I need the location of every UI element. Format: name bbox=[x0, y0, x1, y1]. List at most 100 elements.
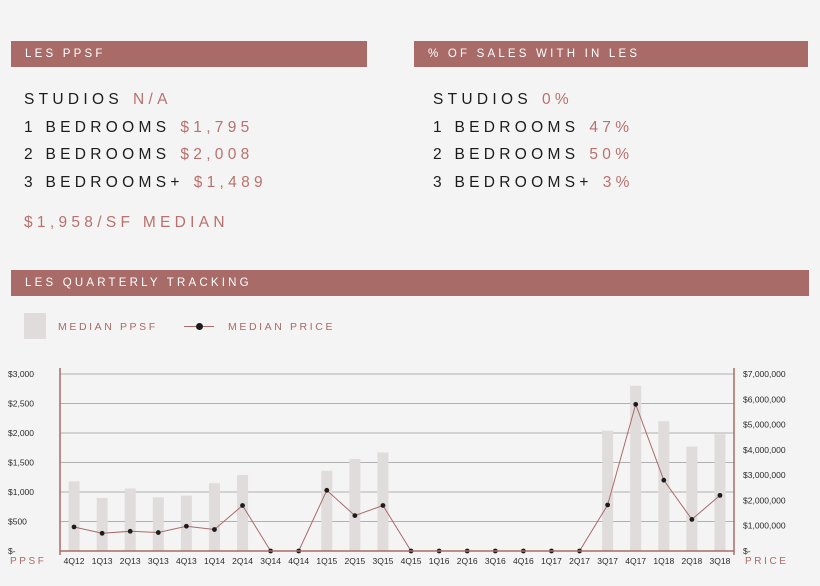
x-tick-label: 2Q18 bbox=[681, 556, 702, 566]
sales-row-studios: STUDIOS 0% bbox=[433, 91, 573, 109]
ppsf-bar bbox=[124, 488, 136, 551]
y-left-tick-label: $500 bbox=[8, 517, 27, 527]
y-left-tick-label: $2,500 bbox=[8, 399, 34, 409]
ppsf-bar bbox=[96, 497, 108, 551]
price-point bbox=[633, 401, 639, 407]
y-left-tick-label: $2,000 bbox=[8, 428, 34, 438]
x-tick-label: 1Q13 bbox=[92, 556, 113, 566]
y-right-tick-label: $1,000,000 bbox=[743, 521, 786, 531]
ppsf-bar bbox=[208, 483, 220, 551]
price-point bbox=[127, 528, 133, 534]
x-tick-label: 4Q14 bbox=[288, 556, 309, 566]
row-value: 50% bbox=[589, 146, 634, 163]
price-point bbox=[689, 516, 695, 522]
row-label: 1 BEDROOMS bbox=[433, 119, 580, 136]
y-right-tick-label: $6,000,000 bbox=[743, 394, 786, 404]
quarterly-tracking-chart: $- $500 $1,000 $1,500 $2,000 $2,500 $3,000 $- $1… bbox=[8, 368, 789, 567]
x-tick-label: 2Q14 bbox=[232, 556, 253, 566]
ppsf-bar bbox=[152, 497, 164, 551]
ppsf-row-2br: 2 BEDROOMS $2,008 bbox=[24, 146, 254, 164]
sales-row-1br: 1 BEDROOMS 47% bbox=[433, 119, 633, 137]
x-tick-label: 3Q17 bbox=[597, 556, 618, 566]
y-left-tick-label: $3,000 bbox=[8, 369, 34, 379]
x-tick-label: 4Q16 bbox=[513, 556, 534, 566]
ppsf-bar bbox=[714, 434, 726, 551]
x-tick-label: 4Q15 bbox=[401, 556, 422, 566]
sales-header: % OF SALES WITH IN LES bbox=[414, 41, 808, 67]
x-tick-label: 3Q14 bbox=[260, 556, 281, 566]
price-point bbox=[99, 530, 105, 536]
row-label: 1 BEDROOMS bbox=[24, 119, 171, 136]
legend-label-ppsf: MEDIAN PPSF bbox=[58, 321, 158, 333]
ppsf-row-3br: 3 BEDROOMS+ $1,489 bbox=[24, 174, 267, 192]
x-tick-label: 4Q13 bbox=[176, 556, 197, 566]
x-tick-label: 3Q13 bbox=[148, 556, 169, 566]
y-left-tick-label: $1,500 bbox=[8, 458, 34, 468]
legend-swatch-ppsf bbox=[24, 313, 46, 339]
price-point bbox=[183, 523, 189, 529]
price-point bbox=[71, 524, 77, 530]
ppsf-bar bbox=[602, 430, 614, 551]
ppsf-header: LES PPSF bbox=[11, 41, 367, 67]
row-value: 3% bbox=[602, 174, 634, 191]
x-tick-label: 2Q13 bbox=[120, 556, 141, 566]
legend-label-price: MEDIAN PRICE bbox=[228, 321, 336, 333]
price-point bbox=[380, 503, 386, 508]
sales-row-3br: 3 BEDROOMS+ 3% bbox=[433, 174, 634, 192]
x-tick-label: 4Q12 bbox=[64, 556, 85, 566]
ppsf-row-studios: STUDIOS N/A bbox=[24, 91, 172, 109]
row-value: 0% bbox=[542, 91, 574, 108]
x-tick-label: 1Q15 bbox=[316, 556, 337, 566]
x-tick-label: 3Q16 bbox=[485, 556, 506, 566]
ppsf-bars bbox=[68, 385, 726, 551]
row-label: STUDIOS bbox=[433, 91, 532, 108]
legend-dot-price bbox=[196, 323, 203, 330]
row-label: 2 BEDROOMS bbox=[433, 146, 580, 163]
x-tick-label: 1Q14 bbox=[204, 556, 225, 566]
row-value: $1,489 bbox=[193, 174, 267, 191]
row-value: N/A bbox=[133, 91, 172, 108]
price-point bbox=[212, 527, 217, 532]
x-tick-label: 2Q15 bbox=[344, 556, 365, 566]
price-points bbox=[71, 401, 723, 554]
ppsf-bar bbox=[237, 474, 249, 551]
price-point bbox=[155, 530, 161, 535]
x-tick-label: 4Q17 bbox=[625, 556, 646, 566]
ppsf-bar bbox=[68, 481, 80, 551]
ppsf-bar bbox=[349, 458, 361, 551]
price-line bbox=[73, 402, 721, 552]
row-label: 2 BEDROOMS bbox=[24, 146, 171, 163]
price-point bbox=[605, 502, 611, 508]
y-left-tick-label: $- bbox=[8, 546, 16, 556]
price-point bbox=[661, 477, 667, 483]
tracking-header: LES QUARTERLY TRACKING bbox=[11, 270, 809, 296]
axes bbox=[59, 368, 735, 555]
sales-row-2br: 2 BEDROOMS 50% bbox=[433, 146, 633, 164]
ppsf-bar bbox=[630, 385, 642, 551]
x-tick-label: 1Q18 bbox=[653, 556, 674, 566]
row-value: $2,008 bbox=[180, 146, 254, 163]
price-point bbox=[717, 492, 723, 498]
ppsf-bar bbox=[686, 446, 698, 551]
x-tick-label: 2Q17 bbox=[569, 556, 590, 566]
y-left-axis-title: PPSF bbox=[10, 556, 47, 567]
y-right-tick-label: $4,000,000 bbox=[743, 445, 786, 455]
y-right-axis-title: PRICE bbox=[745, 556, 789, 567]
row-label: 3 BEDROOMS+ bbox=[433, 174, 593, 191]
ppsf-row-1br: 1 BEDROOMS $1,795 bbox=[24, 119, 254, 137]
row-label: STUDIOS bbox=[24, 91, 123, 108]
x-tick-label: 1Q16 bbox=[429, 556, 450, 566]
y-right-tick-label: $- bbox=[743, 546, 751, 556]
ppsf-median: $1,958/SF MEDIAN bbox=[24, 214, 229, 231]
row-value: 47% bbox=[589, 119, 634, 136]
price-series-line bbox=[73, 402, 721, 552]
x-tick-label: 3Q18 bbox=[710, 556, 731, 566]
ppsf-bar bbox=[180, 495, 192, 551]
y-right-tick-label: $2,000,000 bbox=[743, 495, 786, 505]
x-tick-label: 3Q15 bbox=[373, 556, 394, 566]
price-point bbox=[240, 503, 245, 508]
axis-labels: $- $500 $1,000 $1,500 $2,000 $2,500 $3,000 $- $1… bbox=[8, 369, 789, 567]
ppsf-bar bbox=[377, 452, 389, 551]
ppsf-bar bbox=[321, 470, 333, 551]
y-right-tick-label: $5,000,000 bbox=[743, 420, 786, 430]
